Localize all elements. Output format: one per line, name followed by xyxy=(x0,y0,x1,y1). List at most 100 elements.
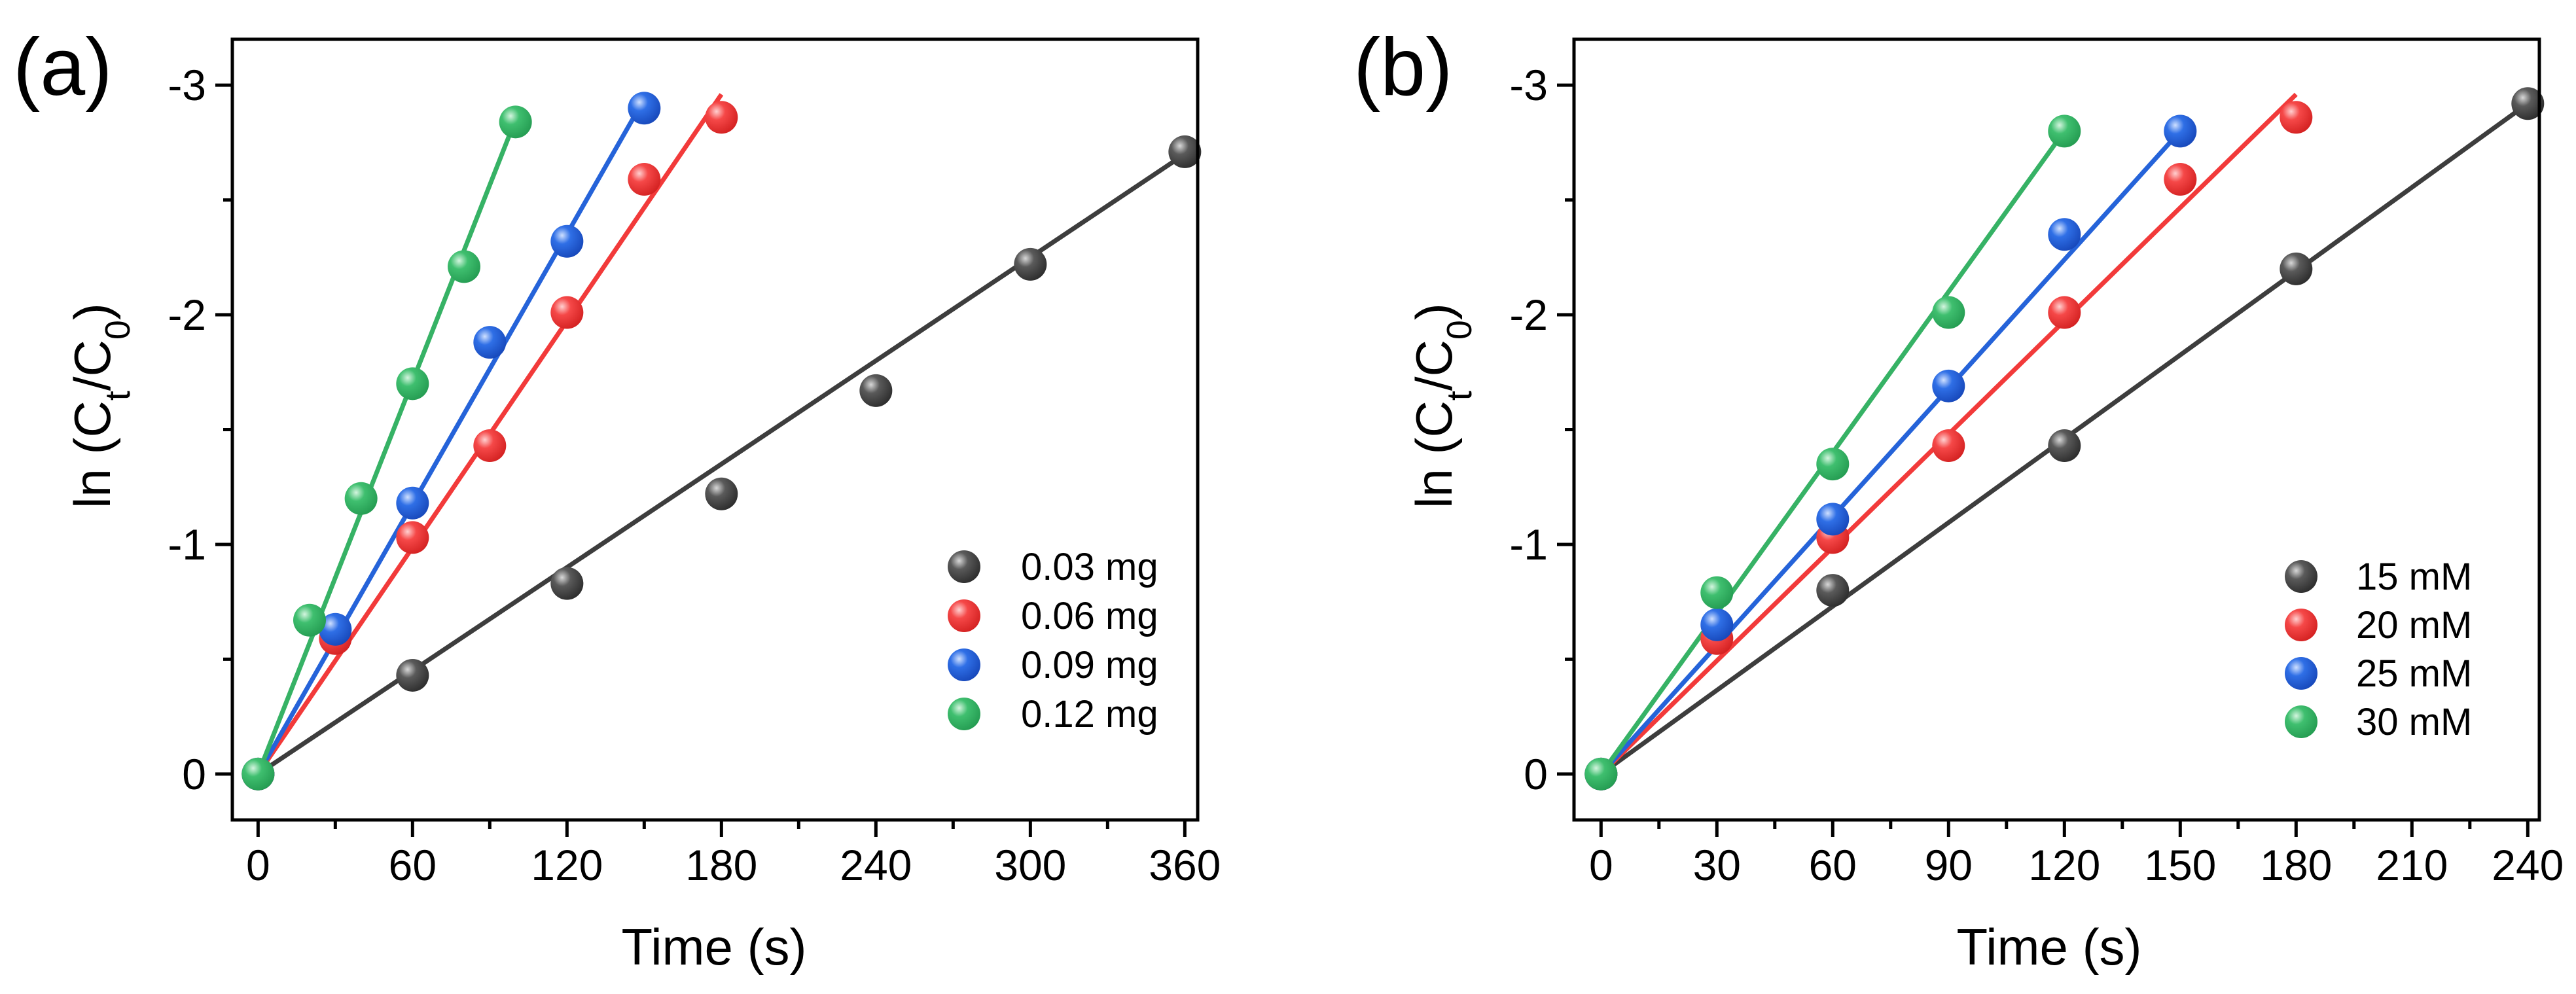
data-point-0-06-mg xyxy=(550,296,584,329)
data-point-0-06-mg xyxy=(705,101,738,134)
data-point-0-12-mg xyxy=(499,105,532,139)
x-tick-label: 60 xyxy=(1809,841,1857,889)
data-point-15-mm xyxy=(2511,87,2545,120)
x-tick-label: 240 xyxy=(840,841,912,889)
panel-a-y-axis-title: ln (Ct/C0) xyxy=(63,303,137,508)
legend-marker-20-mm xyxy=(2285,609,2317,641)
panel-b-plot-frame xyxy=(1572,37,2541,822)
data-point-0-03-mg xyxy=(550,567,584,600)
x-tick-label: 300 xyxy=(994,841,1066,889)
data-point-0-06-mg xyxy=(628,163,661,196)
data-point-15-mm xyxy=(1816,574,1850,607)
data-point-25-mm xyxy=(2164,115,2197,148)
data-point-0-12-mg xyxy=(293,603,326,637)
legend-marker-0-09-mg xyxy=(948,648,980,681)
data-point-30-mm xyxy=(1700,576,1734,609)
y-tick-label: -3 xyxy=(1509,61,1548,109)
data-point-0-09-mg xyxy=(550,224,584,258)
data-point-30-mm xyxy=(2048,115,2081,148)
x-tick-label: 210 xyxy=(2376,841,2448,889)
y-tick-label: -1 xyxy=(1509,520,1548,569)
data-point-30-mm xyxy=(1816,448,1850,481)
data-point-0-03-mg xyxy=(859,374,893,407)
legend-marker-0-03-mg xyxy=(948,550,980,583)
x-tick-label: 180 xyxy=(685,841,757,889)
data-point-25-mm xyxy=(1816,503,1850,536)
data-point-30-mm xyxy=(1584,757,1618,790)
panel-b: (b) ln (Ct/C0) Time (s) 0 30 60 90 120 150 180… xyxy=(1353,22,2564,976)
x-tick-label: 240 xyxy=(2492,841,2564,889)
data-point-0-06-mg xyxy=(396,521,429,554)
panel-b-y-axis-title: ln (Ct/C0) xyxy=(1405,303,1479,508)
legend-label-25-mm: 25 mM xyxy=(2356,652,2472,695)
x-tick-label: 60 xyxy=(389,841,437,889)
legend-label-30-mm: 30 mM xyxy=(2356,701,2472,743)
y-tick-label: 0 xyxy=(182,750,206,798)
data-point-25-mm xyxy=(1932,369,1965,402)
panel-a-x-axis-title: Time (s) xyxy=(621,918,806,976)
x-tick-label: 90 xyxy=(1925,841,1973,889)
legend-label-0-03-mg: 0.03 mg xyxy=(1021,546,1158,588)
data-point-0-12-mg xyxy=(396,367,429,400)
legend-marker-30-mm xyxy=(2285,705,2317,738)
x-tick-label: 30 xyxy=(1693,841,1741,889)
panel-a-legend: 0.03 mg 0.06 mg 0.09 mg 0.12 mg xyxy=(948,546,1158,736)
data-point-15-mm xyxy=(2280,252,2313,285)
data-point-0-09-mg xyxy=(473,326,507,359)
data-point-0-09-mg xyxy=(396,486,429,520)
x-tick-label: 0 xyxy=(246,841,270,889)
data-point-30-mm xyxy=(1932,296,1965,329)
fit-line-0-12-mg xyxy=(256,118,518,775)
panel-a-ticks: 0 60 120 180 240 300 360 0 -1 -2 -3 xyxy=(168,61,1221,889)
x-tick-label: 120 xyxy=(531,841,603,889)
data-point-0-12-mg xyxy=(344,482,378,515)
y-tick-label: -3 xyxy=(168,61,206,109)
panel-a-label: (a) xyxy=(13,22,113,113)
legend-marker-0-06-mg xyxy=(948,599,980,632)
x-tick-label: 150 xyxy=(2144,841,2216,889)
data-point-20-mm xyxy=(2164,163,2197,196)
data-point-0-03-mg xyxy=(1014,247,1047,281)
data-point-0-06-mg xyxy=(473,429,507,463)
data-point-0-12-mg xyxy=(448,250,480,283)
data-point-0-12-mg xyxy=(241,757,275,790)
x-tick-label: 120 xyxy=(2028,841,2100,889)
y-tick-label: -2 xyxy=(168,291,206,339)
data-point-0-09-mg xyxy=(628,92,661,125)
fit-line-0-09-mg xyxy=(256,98,647,775)
panel-b-x-axis-title: Time (s) xyxy=(1956,918,2141,976)
data-point-25-mm xyxy=(1700,608,1734,641)
panel-a: (a) ln (Ct/C0) Time (s) 0 60 120 180 240 300 3… xyxy=(13,22,1221,976)
legend-marker-0-12-mg xyxy=(948,698,980,730)
data-point-15-mm xyxy=(2048,429,2081,463)
legend-marker-15-mm xyxy=(2285,560,2317,593)
data-point-20-mm xyxy=(2280,101,2313,134)
y-tick-label: -2 xyxy=(1509,291,1548,339)
data-point-25-mm xyxy=(2048,218,2081,251)
panel-a-plot-frame xyxy=(230,37,1200,822)
x-tick-label: 180 xyxy=(2260,841,2332,889)
panel-a-points xyxy=(241,92,1202,790)
data-point-20-mm xyxy=(1932,429,1965,463)
panel-b-ticks: 0 30 60 90 120 150 180 210 240 0 -1 -2 -3 xyxy=(1509,61,2564,889)
legend-label-0-06-mg: 0.06 mg xyxy=(1021,595,1158,637)
legend-label-0-09-mg: 0.09 mg xyxy=(1021,644,1158,686)
panel-b-points xyxy=(1584,87,2545,790)
data-point-20-mm xyxy=(2048,296,2081,329)
legend-label-15-mm: 15 mM xyxy=(2356,556,2472,598)
y-tick-label: 0 xyxy=(1524,750,1548,798)
panel-b-label: (b) xyxy=(1353,22,1453,113)
x-tick-label: 360 xyxy=(1149,841,1221,889)
legend-label-0-12-mg: 0.12 mg xyxy=(1021,693,1158,736)
data-point-0-09-mg xyxy=(319,612,352,646)
data-point-0-03-mg xyxy=(705,477,738,510)
y-tick-label: -1 xyxy=(168,520,206,569)
panel-b-legend: 15 mM 20 mM 25 mM 30 mM xyxy=(2285,556,2472,743)
legend-label-20-mm: 20 mM xyxy=(2356,604,2472,647)
data-point-0-03-mg xyxy=(396,658,429,692)
x-tick-label: 0 xyxy=(1589,841,1613,889)
fit-line-25-mm xyxy=(1599,130,2182,776)
legend-marker-25-mm xyxy=(2285,657,2317,690)
data-point-0-03-mg xyxy=(1168,135,1202,168)
